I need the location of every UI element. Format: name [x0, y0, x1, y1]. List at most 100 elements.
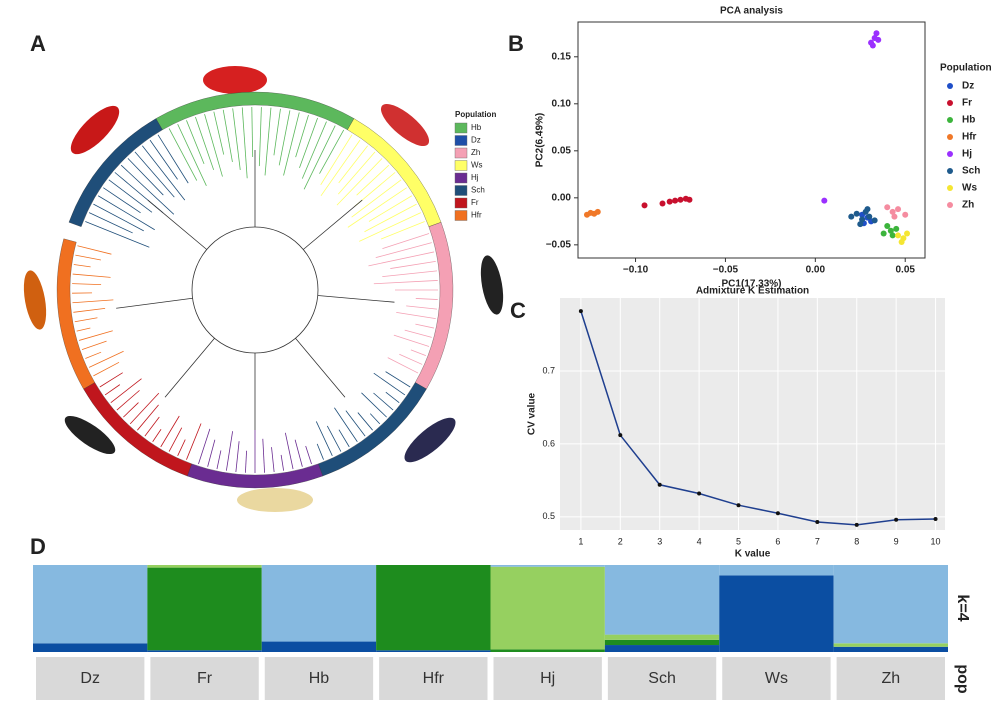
category-box	[836, 657, 945, 700]
y-tick-label: 0.6	[542, 438, 555, 448]
point	[659, 200, 666, 207]
point	[686, 196, 693, 203]
category-box	[722, 657, 831, 700]
point	[895, 232, 902, 239]
fish	[480, 255, 504, 315]
tree-branch	[142, 145, 186, 201]
legend-swatch	[947, 202, 953, 208]
tree-branch	[123, 402, 139, 418]
legend-label: Ws	[962, 183, 977, 194]
tree-branch	[359, 212, 422, 242]
bar-segment	[833, 643, 948, 647]
tree-branch	[385, 371, 411, 388]
tree-branch	[99, 372, 123, 388]
bar-segment	[604, 565, 720, 635]
y-tick-label: 0.00	[552, 192, 572, 203]
bar-segment	[33, 565, 148, 644]
tree-branch	[278, 110, 291, 166]
x-tick-label: Hb	[309, 670, 330, 687]
bar-segment	[719, 565, 834, 576]
legend-swatch	[947, 134, 953, 140]
point	[933, 517, 938, 522]
tree-branch	[85, 351, 102, 359]
tree-branch	[137, 404, 159, 431]
legend-label: Hb	[471, 123, 482, 132]
tree-branch	[264, 107, 272, 176]
legend-swatch	[454, 147, 468, 159]
facet-label: k=4	[954, 594, 971, 621]
bar-segment	[376, 650, 491, 652]
tree-branch	[116, 297, 193, 309]
x-tick-label: Zh	[881, 670, 900, 687]
x-tick-label: Sch	[648, 670, 676, 687]
legend-swatch	[947, 151, 953, 157]
tree-branch	[152, 429, 162, 442]
tree-branch	[320, 134, 353, 186]
tree-branch	[326, 425, 342, 452]
chart-title: Admixture K Estimation	[696, 286, 809, 297]
point	[869, 42, 876, 49]
tree-inner-arc	[191, 226, 319, 354]
tree-branch	[299, 117, 318, 168]
tree-branch	[186, 120, 205, 165]
tree-branch	[88, 212, 133, 234]
tree-branch	[235, 441, 240, 473]
legend-swatch	[947, 117, 953, 123]
y-tick-label: −0.05	[546, 239, 572, 250]
bar-segment	[719, 575, 834, 652]
point	[893, 225, 900, 232]
point	[677, 196, 684, 203]
tree-branch	[97, 195, 155, 231]
tree-branch	[222, 109, 233, 163]
legend-swatch	[454, 185, 468, 196]
x-tick-label: 2	[618, 536, 623, 546]
tree-branch	[72, 283, 102, 286]
tree-branch	[78, 330, 113, 341]
facet-label: pop	[954, 664, 971, 694]
legend-title: Population	[940, 63, 992, 74]
legend-label: Fr	[962, 98, 972, 109]
tree-branch	[198, 428, 211, 465]
tree-branch	[380, 221, 425, 240]
point	[859, 216, 866, 223]
tree-branch	[368, 251, 435, 267]
tree-branch	[382, 233, 430, 249]
tree-branch	[134, 151, 175, 198]
tree-branch	[204, 113, 223, 177]
legend-title: Population	[455, 110, 496, 119]
tree-branch	[72, 299, 114, 304]
tree-branch	[301, 121, 327, 179]
legend-swatch	[454, 172, 468, 184]
point	[895, 206, 902, 213]
tree-branch	[319, 129, 345, 174]
point	[875, 36, 882, 43]
legend-swatch	[454, 197, 468, 209]
tree-branch	[347, 187, 407, 228]
tree-branch	[241, 107, 248, 179]
point	[736, 503, 741, 508]
x-tick-label: 5	[736, 536, 741, 546]
legend-label: Fr	[471, 198, 479, 207]
tree-branch	[351, 179, 402, 218]
tree-branch	[316, 443, 324, 460]
tree-branch	[88, 350, 124, 368]
tree-branch	[75, 254, 101, 261]
legend-label: Zh	[962, 200, 974, 211]
tree-branch	[356, 164, 390, 196]
tree-branch	[245, 450, 247, 473]
bar-segment	[604, 634, 720, 640]
legend-label: Hj	[471, 173, 479, 182]
x-tick-label: Hj	[540, 670, 555, 687]
tree-branch	[369, 413, 381, 425]
point	[578, 309, 583, 314]
tree-branch	[338, 145, 368, 184]
point	[821, 197, 828, 204]
tree-ring-segment	[155, 91, 355, 130]
legend-label: Sch	[962, 166, 980, 177]
tree-branch	[120, 164, 175, 215]
tree-branch	[110, 378, 142, 403]
point	[894, 517, 899, 522]
tree-ring-segment	[56, 238, 95, 390]
legend-label: Ws	[471, 161, 483, 170]
legend-swatch	[454, 210, 468, 221]
